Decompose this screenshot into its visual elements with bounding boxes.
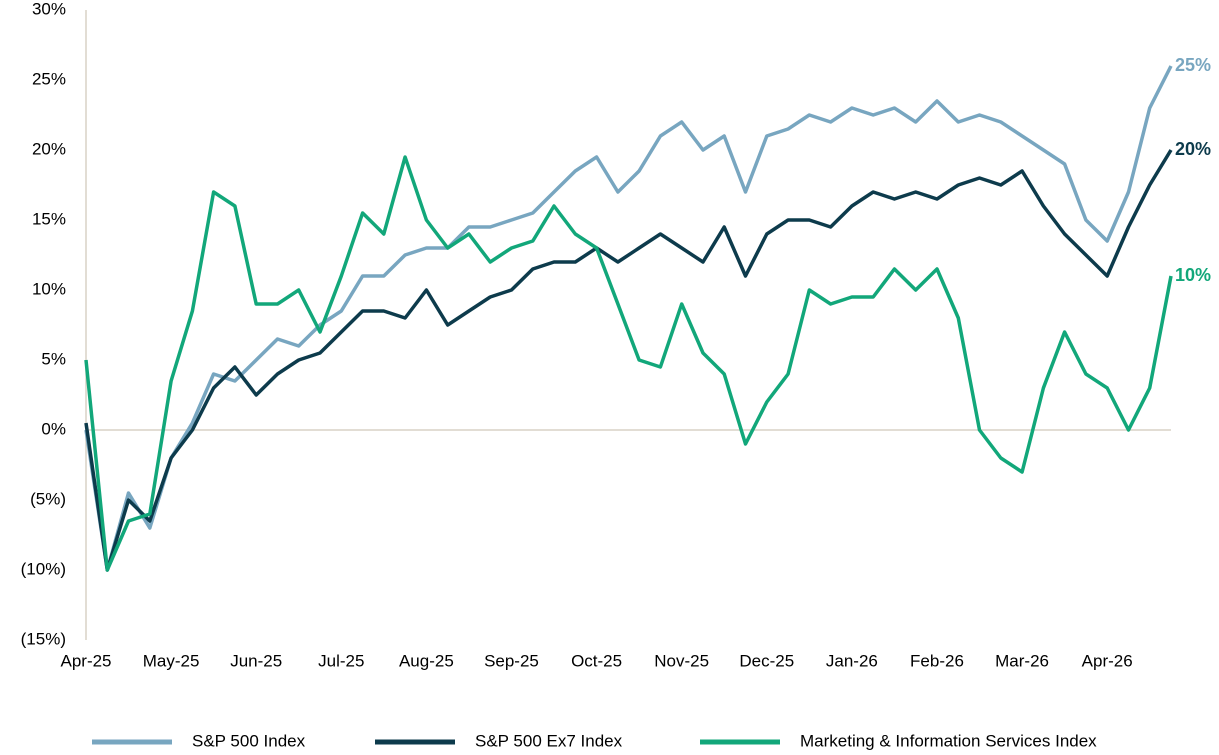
x-tick-label: Apr-26 bbox=[1082, 651, 1133, 670]
x-tick-label: Feb-26 bbox=[910, 651, 964, 670]
x-tick-label: Dec-25 bbox=[739, 651, 794, 670]
x-tick-label: Sep-25 bbox=[484, 651, 539, 670]
x-tick-label: Jul-25 bbox=[318, 651, 364, 670]
legend-label: S&P 500 Index bbox=[192, 731, 306, 750]
legend-label: Marketing & Information Services Index bbox=[800, 731, 1097, 750]
series-line bbox=[84, 149, 1173, 572]
y-tick-label: 5% bbox=[41, 349, 66, 368]
x-tick-label: Aug-25 bbox=[399, 651, 454, 670]
x-tick-label: Jun-25 bbox=[230, 651, 282, 670]
series-line bbox=[84, 65, 1173, 572]
series-line bbox=[84, 155, 1173, 572]
x-tick-label: Nov-25 bbox=[654, 651, 709, 670]
end-label: 20% bbox=[1175, 139, 1211, 159]
x-tick-label: Jan-26 bbox=[826, 651, 878, 670]
y-tick-label: (5%) bbox=[30, 489, 66, 508]
x-tick-label: Oct-25 bbox=[571, 651, 622, 670]
y-tick-label: (10%) bbox=[21, 559, 66, 578]
x-tick-label: May-25 bbox=[143, 651, 200, 670]
y-tick-label: 25% bbox=[32, 69, 66, 88]
x-tick-label: Mar-26 bbox=[995, 651, 1049, 670]
y-tick-label: 30% bbox=[32, 0, 66, 18]
y-tick-label: 20% bbox=[32, 139, 66, 158]
end-label: 25% bbox=[1175, 55, 1211, 75]
end-label: 10% bbox=[1175, 265, 1211, 285]
y-tick-label: (15%) bbox=[21, 629, 66, 648]
x-tick-label: Apr-25 bbox=[60, 651, 111, 670]
y-tick-label: 15% bbox=[32, 209, 66, 228]
y-tick-label: 0% bbox=[41, 419, 66, 438]
legend-label: S&P 500 Ex7 Index bbox=[475, 731, 623, 750]
y-tick-label: 10% bbox=[32, 279, 66, 298]
